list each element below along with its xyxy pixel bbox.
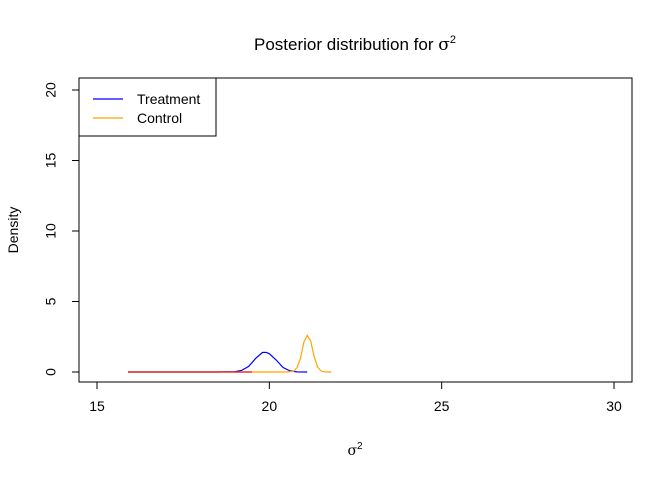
x-tick-label: 25	[434, 398, 450, 414]
x-tick-label: 15	[89, 398, 105, 414]
y-tick-label: 0	[43, 368, 59, 376]
chart-title-symbol: σ	[438, 35, 450, 55]
legend-label-control: Control	[137, 110, 182, 126]
chart-title-prefix: Posterior distribution for	[254, 35, 438, 54]
series-line-control	[128, 334, 332, 373]
legend: Treatment Control	[78, 77, 217, 137]
x-axis: 15 20 25 30	[89, 381, 622, 414]
y-axis: 0 5 10 15 20	[43, 82, 80, 376]
series-line-treatment	[128, 351, 308, 373]
y-tick-label: 10	[43, 223, 59, 239]
y-axis-label: Density	[5, 207, 21, 254]
x-tick-label: 20	[262, 398, 278, 414]
x-tick-label: 30	[606, 398, 622, 414]
series-layer	[128, 334, 332, 373]
x-axis-label-superscript: 2	[357, 441, 363, 452]
legend-label-treatment: Treatment	[137, 91, 200, 107]
legend-box	[78, 77, 217, 137]
y-tick-label: 20	[43, 82, 59, 98]
x-axis-label-symbol: σ	[347, 443, 357, 459]
y-tick-label: 15	[43, 153, 59, 169]
x-axis-label: σ2	[347, 441, 363, 459]
y-tick-label: 5	[43, 297, 59, 305]
chart-title: Posterior distribution for σ2	[254, 34, 456, 55]
chart-title-superscript: 2	[450, 34, 456, 46]
